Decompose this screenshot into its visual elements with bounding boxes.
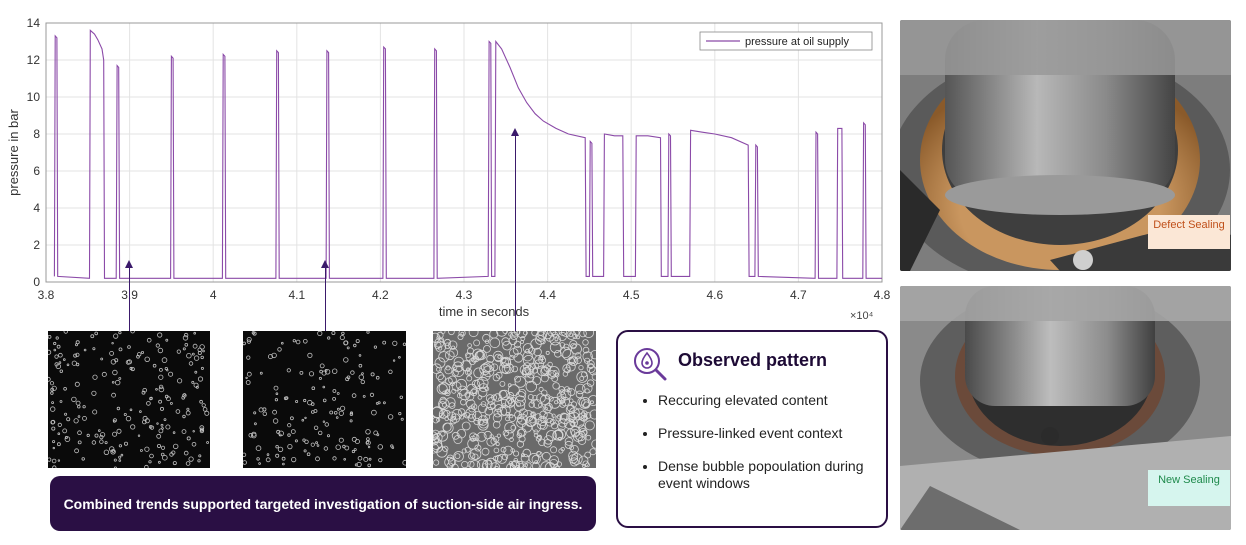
new-sealing-label: New Sealing: [1148, 470, 1230, 506]
defect-sealing-label: Defect Sealing: [1148, 215, 1230, 249]
magnifier-droplet-icon: [634, 348, 667, 381]
x-tick-label: 4.5: [623, 288, 640, 302]
observed-pattern-panel: Observed pattern Reccuring elevated cont…: [616, 330, 888, 528]
pattern-list: Reccuring elevated content Pressure-link…: [638, 392, 878, 508]
x-tick-label: 3.8: [38, 288, 55, 302]
y-tick-label: 2: [33, 238, 40, 252]
bubble-image-low-1: [48, 331, 210, 468]
panel-title: Observed pattern: [678, 350, 828, 370]
plot-frame: [45, 22, 883, 283]
arrow-3: [515, 136, 516, 331]
conclusion-banner: Combined trends supported targeted inves…: [50, 476, 596, 531]
x-axis-multiplier: ×10⁴: [850, 310, 874, 322]
pattern-item: Reccuring elevated content: [658, 392, 878, 409]
x-tick-label: 4.6: [706, 288, 723, 302]
x-tick-label: 4: [210, 288, 217, 302]
new-sealing-photo: [900, 286, 1231, 530]
x-tick-label: 4.8: [874, 288, 891, 302]
pressure-chart: 3.83.944.14.24.34.44.54.64.74.8024681012…: [6, 16, 891, 322]
arrowhead-2: [321, 260, 329, 268]
series-line-pressure: [53, 29, 882, 279]
chart-legend: pressure at oil supply: [699, 31, 873, 51]
arrow-1: [129, 268, 130, 331]
y-axis-label: pressure in bar: [6, 108, 21, 195]
y-tick-label: 4: [33, 201, 40, 215]
pattern-item: Dense bubble popoulation during event wi…: [658, 458, 878, 492]
legend-label: pressure at oil supply: [745, 36, 849, 48]
defect-sealing-photo: [900, 20, 1231, 271]
arrow-2: [325, 268, 326, 331]
x-tick-label: 4.4: [539, 288, 556, 302]
banner-text: Combined trends supported targeted inves…: [63, 495, 583, 512]
y-tick-label: 12: [27, 53, 41, 67]
x-tick-label: 4.2: [372, 288, 389, 302]
x-axis-label: time in seconds: [439, 304, 530, 319]
arrowhead-3: [511, 128, 519, 136]
y-tick-label: 8: [33, 127, 40, 141]
pattern-item: Pressure-linked event context: [658, 425, 878, 442]
bubble-image-dense: [433, 331, 596, 468]
y-tick-label: 6: [33, 164, 40, 178]
y-tick-label: 10: [27, 90, 41, 104]
x-tick-label: 4.1: [288, 288, 305, 302]
y-tick-label: 14: [27, 16, 41, 30]
x-tick-label: 4.3: [456, 288, 473, 302]
x-tick-label: 4.7: [790, 288, 807, 302]
arrowhead-1: [125, 260, 133, 268]
bubble-image-low-2: [243, 331, 406, 468]
y-tick-label: 0: [33, 275, 40, 289]
